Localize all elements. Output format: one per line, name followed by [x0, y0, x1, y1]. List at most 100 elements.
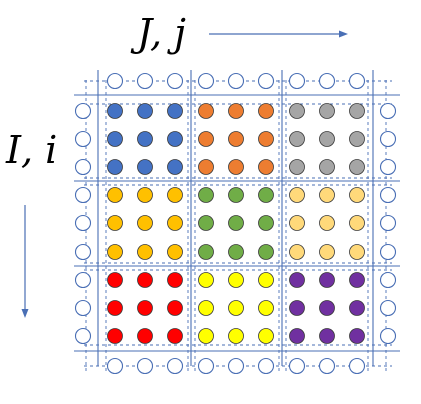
point-block-2-0	[167, 328, 183, 344]
point-block-1-2	[319, 187, 335, 203]
point-block-0-1	[228, 103, 244, 119]
point-block-2-0	[107, 300, 123, 316]
point-block-0-2	[319, 131, 335, 147]
point-block-0-0	[167, 131, 183, 147]
point-block-2-2	[289, 328, 305, 344]
point-block-1-2	[319, 215, 335, 231]
halo-top-7	[318, 72, 336, 90]
point-block-1-0	[167, 244, 183, 260]
point-block-0-0	[107, 131, 123, 147]
halo-left-3	[74, 186, 92, 204]
point-block-1-2	[319, 244, 335, 260]
point-block-0-1	[258, 159, 274, 175]
point-block-1-2	[349, 187, 365, 203]
row-direction-arrow	[21, 205, 29, 318]
halo-right-0	[379, 102, 397, 120]
point-block-2-0	[107, 328, 123, 344]
point-block-1-0	[137, 215, 153, 231]
point-block-2-1	[198, 328, 214, 344]
point-block-2-0	[167, 272, 183, 288]
halo-right-1	[379, 130, 397, 148]
halo-bottom-2	[166, 357, 184, 375]
point-block-0-0	[107, 159, 123, 175]
halo-left-4	[74, 214, 92, 232]
point-block-2-2	[319, 328, 335, 344]
point-block-2-0	[107, 272, 123, 288]
halo-bottom-7	[318, 357, 336, 375]
point-block-2-0	[137, 272, 153, 288]
point-block-1-1	[228, 215, 244, 231]
point-block-0-2	[349, 131, 365, 147]
point-block-0-0	[137, 131, 153, 147]
point-block-2-0	[167, 300, 183, 316]
point-block-1-0	[167, 215, 183, 231]
halo-bottom-5	[257, 357, 275, 375]
point-block-0-0	[167, 103, 183, 119]
halo-top-2	[166, 72, 184, 90]
column-axis-label: J, j	[130, 11, 186, 55]
point-block-2-1	[228, 300, 244, 316]
halo-right-8	[379, 327, 397, 345]
point-block-1-1	[198, 244, 214, 260]
point-block-2-1	[258, 300, 274, 316]
point-block-2-1	[198, 272, 214, 288]
halo-top-0	[106, 72, 124, 90]
point-block-0-0	[107, 103, 123, 119]
halo-points	[74, 72, 397, 375]
point-block-2-1	[258, 272, 274, 288]
point-block-2-1	[228, 328, 244, 344]
point-block-0-1	[198, 159, 214, 175]
halo-top-3	[197, 72, 215, 90]
halo-top-8	[348, 72, 366, 90]
point-block-0-2	[349, 159, 365, 175]
point-block-2-0	[137, 328, 153, 344]
point-block-1-0	[137, 244, 153, 260]
halo-left-5	[74, 243, 92, 261]
point-block-2-2	[349, 328, 365, 344]
halo-left-1	[74, 130, 92, 148]
point-block-0-2	[349, 103, 365, 119]
point-block-1-1	[198, 187, 214, 203]
row-axis-label: I, i	[5, 128, 57, 172]
point-block-1-2	[289, 244, 305, 260]
point-block-0-1	[258, 131, 274, 147]
point-block-0-1	[228, 131, 244, 147]
point-block-1-0	[107, 244, 123, 260]
point-block-1-1	[228, 187, 244, 203]
halo-top-5	[257, 72, 275, 90]
point-block-0-2	[319, 159, 335, 175]
halo-right-2	[379, 158, 397, 176]
halo-top-4	[227, 72, 245, 90]
point-block-2-2	[349, 300, 365, 316]
point-block-0-2	[289, 103, 305, 119]
point-block-0-2	[289, 159, 305, 175]
point-block-0-1	[198, 103, 214, 119]
point-block-2-2	[319, 272, 335, 288]
point-block-2-1	[258, 328, 274, 344]
point-block-1-1	[198, 215, 214, 231]
point-block-0-0	[137, 159, 153, 175]
point-block-1-1	[228, 244, 244, 260]
halo-bottom-0	[106, 357, 124, 375]
point-block-1-2	[289, 187, 305, 203]
halo-bottom-1	[136, 357, 154, 375]
point-block-1-0	[107, 187, 123, 203]
point-block-2-2	[289, 300, 305, 316]
halo-right-7	[379, 299, 397, 317]
point-block-2-1	[228, 272, 244, 288]
halo-left-0	[74, 102, 92, 120]
halo-right-3	[379, 186, 397, 204]
point-block-0-2	[289, 131, 305, 147]
halo-top-1	[136, 72, 154, 90]
block-grid-frame	[74, 70, 400, 372]
point-block-1-0	[167, 187, 183, 203]
halo-left-2	[74, 158, 92, 176]
point-block-0-0	[167, 159, 183, 175]
point-block-0-1	[228, 159, 244, 175]
halo-bottom-4	[227, 357, 245, 375]
halo-left-8	[74, 327, 92, 345]
point-block-1-1	[258, 215, 274, 231]
halo-left-7	[74, 299, 92, 317]
point-block-1-2	[349, 215, 365, 231]
